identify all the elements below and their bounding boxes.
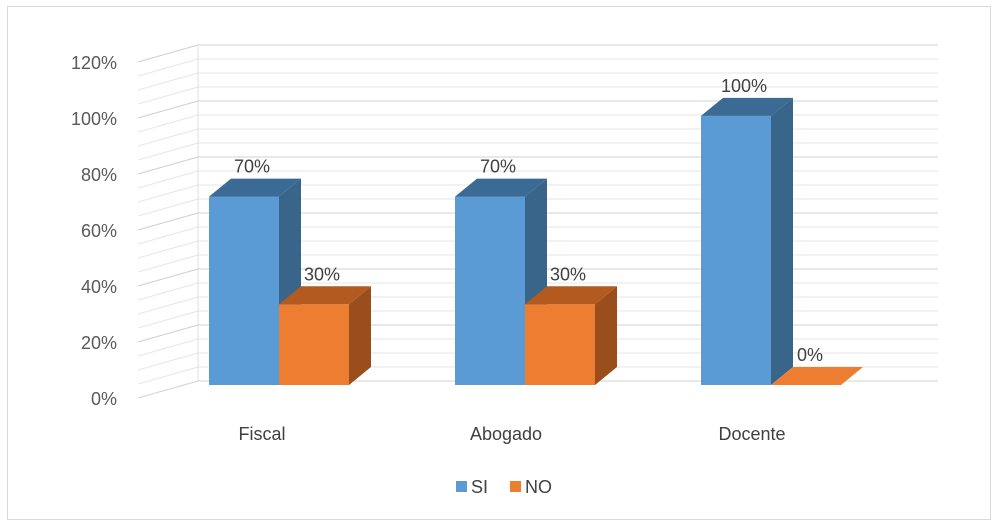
bar-front-face [525, 304, 595, 385]
side-minor-gridline [137, 296, 199, 315]
side-minor-gridline [137, 58, 199, 77]
side-minor-gridline [137, 240, 199, 259]
bar-front-face [209, 196, 279, 385]
side-minor-gridline [137, 352, 199, 371]
side-minor-gridline [137, 142, 199, 161]
side-minor-gridline [137, 254, 199, 273]
side-minor-gridline [137, 86, 199, 105]
y-axis-ticks: 0% 20% 40% 60% 80% 100% 120% [71, 53, 117, 409]
legend-swatch [510, 481, 521, 492]
bar-side-face [349, 286, 371, 385]
side-major-gridline [137, 44, 199, 63]
bar-top-face [525, 286, 617, 305]
side-major-gridline [137, 268, 199, 287]
floor-edge [137, 380, 199, 399]
data-label: 30% [304, 264, 340, 284]
legend-label: SI [471, 477, 488, 497]
side-minor-gridline [137, 114, 199, 133]
data-label: 100% [721, 76, 767, 96]
y-tick-label: 20% [81, 333, 117, 353]
x-axis-categories: Fiscal Abogado Docente [238, 424, 785, 444]
side-minor-gridline [137, 128, 199, 147]
bar-top-face [455, 178, 547, 197]
bar-top-face [701, 97, 793, 116]
legend-swatch [456, 481, 467, 492]
bar-no-docente [771, 367, 863, 385]
side-minor-gridline [137, 282, 199, 301]
side-major-gridline [137, 156, 199, 175]
category-label: Docente [718, 424, 785, 444]
side-minor-gridline [137, 184, 199, 203]
bar-layer [209, 97, 863, 385]
y-tick-label: 120% [71, 53, 117, 73]
side-minor-gridline [137, 366, 199, 385]
legend-label: NO [525, 477, 552, 497]
data-label-layer: 70% 30% 70% 30% 100% 0% [234, 76, 823, 365]
y-tick-label: 60% [81, 221, 117, 241]
side-minor-gridline [137, 338, 199, 357]
side-minor-gridline [137, 198, 199, 217]
bar-side-face [595, 286, 617, 385]
side-major-gridline [137, 212, 199, 231]
legend-item-no: NO [510, 477, 552, 497]
y-tick-label: 100% [71, 109, 117, 129]
data-label: 70% [234, 157, 270, 177]
data-label: 0% [797, 345, 823, 365]
legend-item-si: SI [456, 477, 488, 497]
y-tick-label: 80% [81, 165, 117, 185]
bar-si-docente [701, 97, 793, 385]
bar-top-face [279, 286, 371, 305]
bar-front-face [279, 304, 349, 385]
bar-top-face [209, 178, 301, 197]
legend: SI NO [456, 477, 552, 497]
side-minor-gridline [137, 310, 199, 329]
side-minor-gridline [137, 226, 199, 245]
category-label: Abogado [470, 424, 542, 444]
data-label: 30% [550, 264, 586, 284]
bar-front-face [701, 115, 771, 385]
bar-top-face [771, 367, 863, 385]
y-tick-label: 0% [91, 389, 117, 409]
bar-side-face [771, 97, 793, 385]
side-minor-gridline [137, 72, 199, 91]
y-tick-label: 40% [81, 277, 117, 297]
side-major-gridline [137, 324, 199, 343]
bar-front-face [455, 196, 525, 385]
bar-no-abogado [525, 286, 617, 385]
bar-no-fiscal [279, 286, 371, 385]
category-label: Fiscal [238, 424, 285, 444]
side-minor-gridline [137, 170, 199, 189]
data-label: 70% [480, 157, 516, 177]
side-major-gridline [137, 100, 199, 119]
